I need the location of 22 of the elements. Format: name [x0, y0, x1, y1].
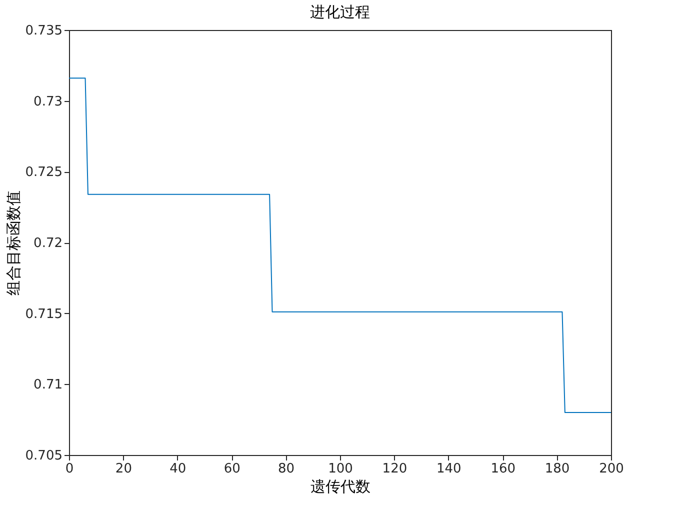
x-tick-label: 40: [170, 462, 186, 476]
x-tick-label: 100: [328, 462, 353, 476]
x-tick-label: 20: [115, 462, 132, 476]
y-tick-label: 0.725: [25, 165, 62, 180]
y-axis-title: 组合目标函数值: [4, 190, 22, 296]
x-axis-title: 遗传代数: [310, 478, 370, 496]
chart-title: 进化过程: [310, 3, 370, 21]
x-tick-label: 0: [65, 462, 74, 476]
y-tick-label: 0.735: [25, 24, 62, 38]
y-tick-label: 0.705: [25, 448, 62, 464]
line-series: [68, 78, 612, 413]
y-tick-label: 0.71: [34, 378, 62, 393]
x-tick-label: 140: [436, 462, 462, 476]
x-tick-label: 160: [490, 462, 516, 476]
x-tick-label: 80: [278, 462, 295, 476]
x-tick-label: 180: [544, 462, 570, 476]
y-tick-label: 0.72: [34, 236, 62, 251]
x-tick-label: 120: [382, 462, 408, 476]
y-tick-label: 0.73: [34, 94, 62, 110]
x-tick-label: 60: [224, 462, 240, 476]
x-tick-label: 200: [599, 462, 624, 476]
y-tick-label: 0.715: [25, 306, 62, 322]
